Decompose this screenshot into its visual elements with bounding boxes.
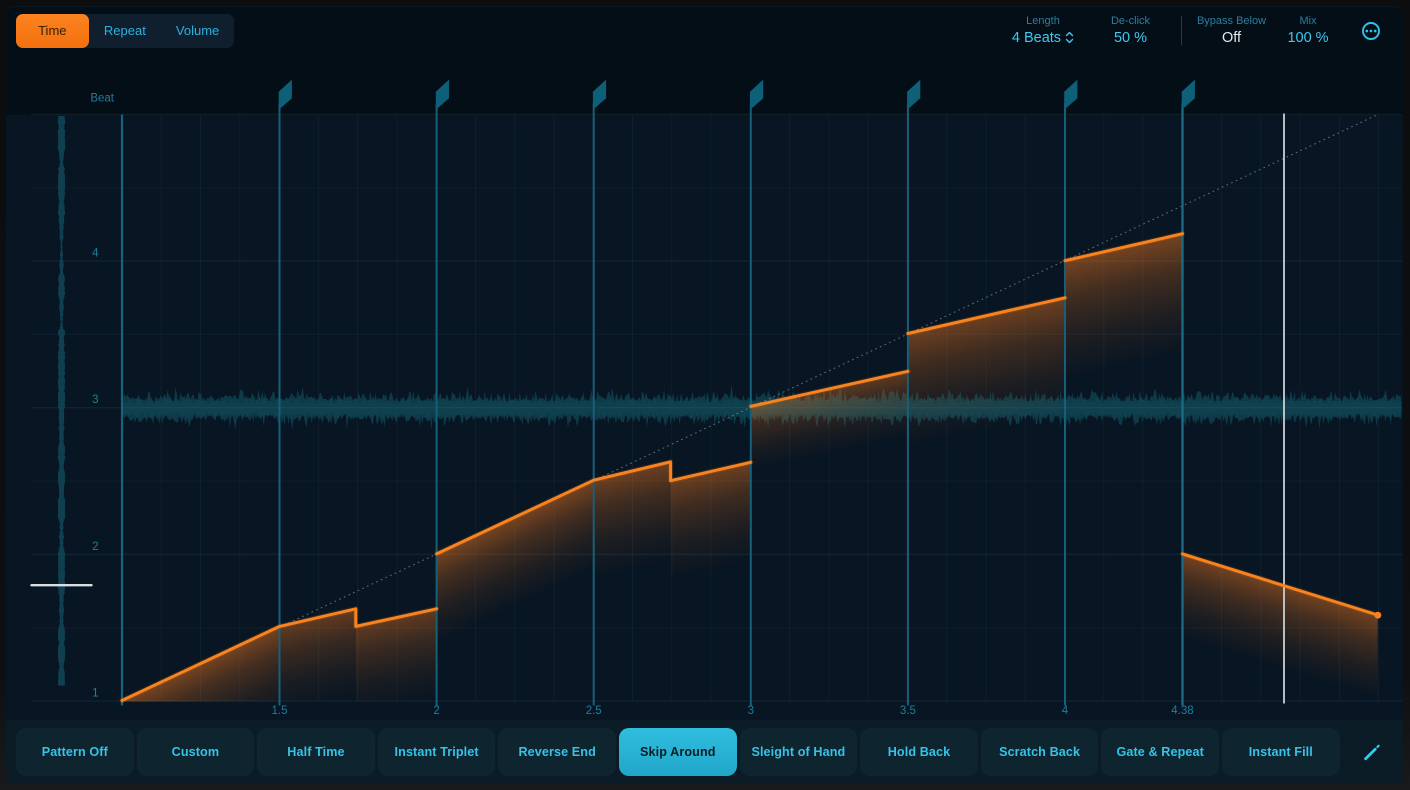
svg-text:2: 2: [92, 541, 98, 553]
svg-text:1: 1: [92, 688, 98, 700]
svg-text:4.38: 4.38: [1171, 705, 1193, 717]
svg-text:2: 2: [433, 705, 439, 717]
svg-text:3.5: 3.5: [900, 705, 916, 717]
svg-text:3: 3: [92, 394, 98, 406]
svg-text:1.5: 1.5: [272, 705, 288, 717]
svg-text:2.5: 2.5: [586, 705, 602, 717]
svg-text:4: 4: [1062, 705, 1069, 717]
svg-text:4: 4: [92, 248, 99, 260]
svg-text:3: 3: [748, 705, 754, 717]
svg-text:Beat: Beat: [90, 93, 114, 105]
